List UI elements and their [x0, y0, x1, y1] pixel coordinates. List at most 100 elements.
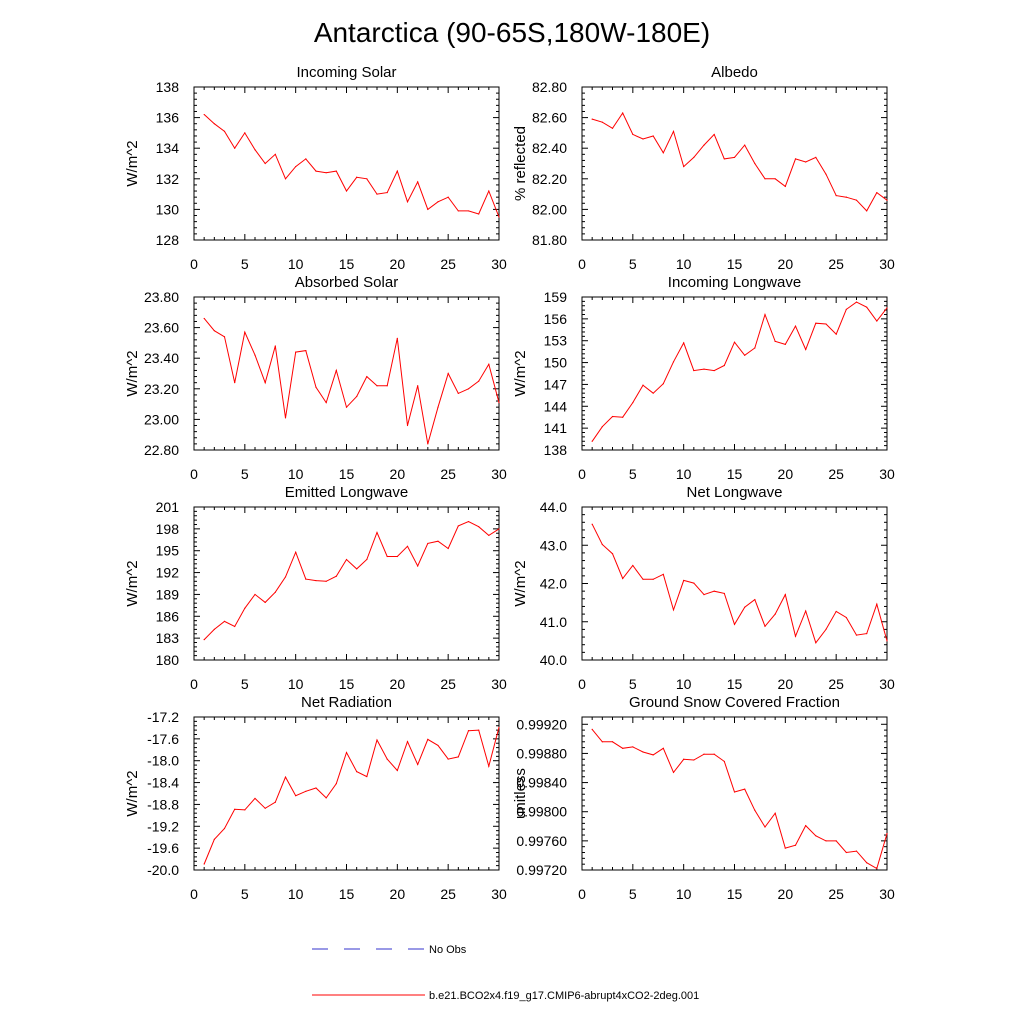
- data-point: [672, 771, 675, 773]
- y-tick-label: -18.0: [147, 753, 179, 769]
- x-tick-label: 0: [578, 676, 586, 692]
- panel-1: 0 5 10 15 20 25 30 128 130 132 134 136 138 Incoming S…: [124, 64, 507, 272]
- data-point: [713, 133, 715, 136]
- data-point: [794, 158, 797, 160]
- data-point: [784, 593, 786, 596]
- x-tick-label: 15: [727, 256, 743, 272]
- data-point: [325, 797, 327, 799]
- data-point: [406, 424, 409, 427]
- series-line: [592, 111, 888, 212]
- data-point: [652, 135, 654, 137]
- data-point: [652, 392, 654, 394]
- data-point: [825, 840, 827, 842]
- series-line: [203, 114, 500, 218]
- data-point: [866, 210, 868, 212]
- data-point: [457, 210, 459, 212]
- data-point: [774, 340, 776, 343]
- data-point: [754, 162, 756, 165]
- data-point: [457, 392, 459, 394]
- data-point: [591, 118, 593, 120]
- series-line: [591, 523, 888, 644]
- data-point: [264, 382, 266, 384]
- y-tick-label: 23.00: [144, 411, 179, 427]
- data-point: [611, 127, 614, 129]
- data-point: [213, 838, 215, 841]
- y-tick-label: 183: [156, 630, 180, 646]
- data-point: [295, 165, 297, 168]
- y-tick-label: 42.0: [540, 576, 567, 592]
- x-tick-label: 0: [190, 256, 198, 272]
- data-point: [295, 795, 297, 797]
- plot-frame: [581, 296, 888, 451]
- data-point: [805, 161, 807, 163]
- data-point: [203, 863, 205, 865]
- data-point: [886, 640, 888, 642]
- data-point: [703, 593, 705, 596]
- y-axis-label: % reflected: [512, 126, 529, 201]
- y-tick-label: -20.0: [147, 862, 179, 878]
- data-point: [447, 758, 449, 760]
- data-point: [345, 406, 348, 408]
- data-point: [601, 741, 603, 743]
- panel-title: Albedo: [711, 64, 758, 81]
- data-point: [396, 555, 398, 558]
- data-point: [642, 138, 644, 140]
- data-point: [325, 580, 327, 582]
- x-tick-label: 10: [676, 676, 692, 692]
- data-point: [315, 579, 317, 582]
- x-tick-label: 5: [629, 886, 637, 902]
- data-point: [498, 528, 500, 530]
- data-point: [295, 551, 297, 553]
- x-tick-label: 0: [190, 676, 198, 692]
- data-point: [274, 591, 276, 593]
- x-tick-label: 20: [390, 886, 406, 902]
- data-point: [467, 210, 470, 212]
- data-point: [244, 331, 246, 333]
- data-point: [805, 610, 807, 612]
- x-tick-label: 30: [879, 256, 895, 272]
- data-point: [345, 558, 348, 561]
- data-point: [366, 178, 368, 180]
- data-point: [876, 320, 878, 322]
- data-point: [845, 616, 847, 619]
- data-point: [376, 739, 378, 741]
- data-point: [254, 149, 256, 151]
- x-tick-label: 15: [339, 256, 355, 272]
- y-axis-label: W/m^2: [512, 350, 529, 396]
- data-point: [683, 579, 685, 582]
- x-tick-label: 15: [339, 466, 355, 482]
- data-point: [386, 758, 388, 760]
- y-tick-label: 82.60: [532, 110, 567, 126]
- y-tick-label: 159: [544, 289, 568, 305]
- x-tick-label: 20: [778, 256, 794, 272]
- x-tick-label: 0: [578, 466, 586, 482]
- data-point: [876, 191, 878, 194]
- data-point: [396, 337, 398, 339]
- data-point: [632, 746, 634, 748]
- panel-title: Ground Snow Covered Fraction: [629, 694, 840, 711]
- data-point: [234, 625, 236, 628]
- x-tick-label: 10: [288, 256, 304, 272]
- data-point: [866, 862, 868, 864]
- x-tick-label: 30: [491, 256, 507, 272]
- panel-title: Absorbed Solar: [295, 274, 398, 291]
- x-tick-label: 25: [440, 886, 456, 902]
- data-point: [784, 185, 786, 188]
- x-tick-label: 5: [241, 676, 249, 692]
- data-point: [703, 753, 705, 755]
- data-point: [356, 568, 358, 570]
- data-point: [845, 851, 847, 854]
- series-line: [203, 521, 500, 640]
- data-point: [203, 317, 205, 320]
- data-point: [601, 543, 603, 546]
- data-point: [805, 824, 807, 827]
- data-point: [335, 170, 337, 172]
- panel-title: Net Radiation: [301, 694, 392, 711]
- data-point: [601, 121, 603, 123]
- data-point: [632, 133, 634, 136]
- data-point: [591, 523, 593, 525]
- data-point: [876, 603, 878, 605]
- data-point: [794, 844, 797, 846]
- data-point: [754, 598, 756, 601]
